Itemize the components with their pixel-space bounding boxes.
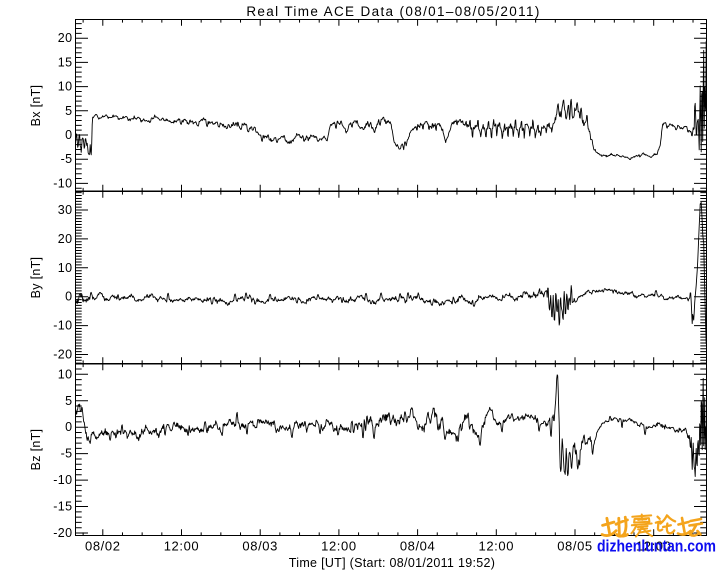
svg-text:5: 5 — [65, 104, 72, 118]
svg-text:20: 20 — [58, 232, 73, 246]
svg-text:15: 15 — [58, 55, 73, 69]
svg-text:10: 10 — [58, 80, 73, 94]
svg-text:5: 5 — [65, 394, 72, 408]
svg-text:10: 10 — [58, 261, 73, 275]
svg-text:08/03: 08/03 — [242, 539, 278, 554]
svg-text:-10: -10 — [53, 319, 72, 333]
svg-text:30: 30 — [58, 203, 73, 217]
svg-text:By [nT]: By [nT] — [29, 257, 43, 299]
svg-text:-5: -5 — [61, 447, 73, 461]
svg-text:-10: -10 — [53, 176, 72, 190]
svg-text:12:00: 12:00 — [636, 539, 672, 554]
svg-text:-20: -20 — [53, 526, 72, 540]
svg-text:20: 20 — [58, 31, 73, 45]
svg-text:dizhenluntan.com: dizhenluntan.com — [597, 537, 716, 556]
svg-text:08/05: 08/05 — [557, 539, 593, 554]
svg-text:12:00: 12:00 — [479, 539, 515, 554]
svg-text:Real Time ACE Data (08/01–08/0: Real Time ACE Data (08/01–08/05/2011) — [246, 4, 540, 19]
svg-text:12:00: 12:00 — [321, 539, 357, 554]
svg-text:Bx [nT]: Bx [nT] — [29, 85, 43, 127]
svg-text:10: 10 — [58, 367, 73, 381]
svg-text:08/02: 08/02 — [85, 539, 121, 554]
svg-text:0: 0 — [65, 290, 72, 304]
svg-text:-10: -10 — [53, 473, 72, 487]
svg-text:08/04: 08/04 — [400, 539, 436, 554]
svg-text:12:00: 12:00 — [164, 539, 200, 554]
svg-text:0: 0 — [65, 420, 72, 434]
svg-text:-5: -5 — [61, 152, 73, 166]
svg-text:Bz [nT]: Bz [nT] — [29, 429, 43, 471]
svg-text:-20: -20 — [53, 348, 72, 362]
svg-text:Time [UT] (Start: 08/01/2011 1: Time [UT] (Start: 08/01/2011 19:52) — [289, 556, 495, 570]
svg-text:0: 0 — [65, 128, 72, 142]
svg-text:-15: -15 — [53, 500, 72, 514]
